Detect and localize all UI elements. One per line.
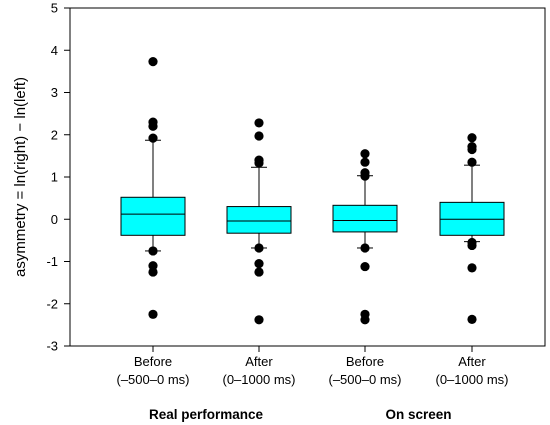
y-tick-label: 3 [51,85,58,100]
x-tick-label-line1: Before [346,354,384,369]
x-tick-label-line1: Before [134,354,172,369]
y-tick-label: -3 [46,339,58,354]
outlier-point [360,171,370,181]
outlier-point [467,133,477,143]
outlier-point [148,57,158,67]
iqr-box [332,204,398,233]
x-tick-label-line1: After [458,354,486,369]
y-tick-label: 0 [51,212,58,227]
y-tick-label: 2 [51,127,58,142]
outlier-point [254,131,264,141]
outlier-point [360,315,370,325]
outlier-point [254,243,264,253]
outlier-point [360,157,370,167]
group-label: Real performance [149,407,264,422]
x-tick-label-line2: (0–1000 ms) [223,372,296,387]
x-tick-label-line2: (0–1000 ms) [436,372,509,387]
y-axis-title: asymmetry = ln(right) − ln(left) [12,77,29,277]
outlier-point [254,267,264,277]
outlier-point [467,240,477,251]
outlier-point [148,267,158,277]
outlier-point [148,121,158,131]
outlier-point [254,158,264,168]
outlier-point [467,314,477,324]
y-tick-label: -1 [46,254,58,269]
outlier-point [148,246,158,256]
outlier-point [467,263,477,273]
y-tick-label: -2 [46,296,58,311]
outlier-point [467,157,477,167]
x-tick-label-line2: (–500–0 ms) [117,372,190,387]
group-label: On screen [385,407,451,422]
plot-area: -3 -2 -1 0 1 2 3 4 5 Before (–500–0 ms) After (0–100… [46,1,546,422]
outlier-point [254,118,264,128]
outlier-point [148,309,158,319]
x-tick-label-line1: After [245,354,273,369]
outlier-point [360,149,370,159]
iqr-box [226,206,292,234]
outlier-point [148,261,158,271]
outlier-point [148,133,158,143]
y-tick-label: 1 [51,170,58,185]
x-tick-label-line2: (–500–0 ms) [329,372,402,387]
outlier-point [254,315,264,325]
plot-frame [69,7,546,347]
y-tick-label: 4 [51,43,58,58]
y-tick-label: 5 [51,1,58,16]
outlier-point [360,243,370,253]
outlier-point [360,261,370,272]
outlier-point [467,144,477,155]
iqr-box [120,196,186,236]
outlier-point [254,259,264,269]
